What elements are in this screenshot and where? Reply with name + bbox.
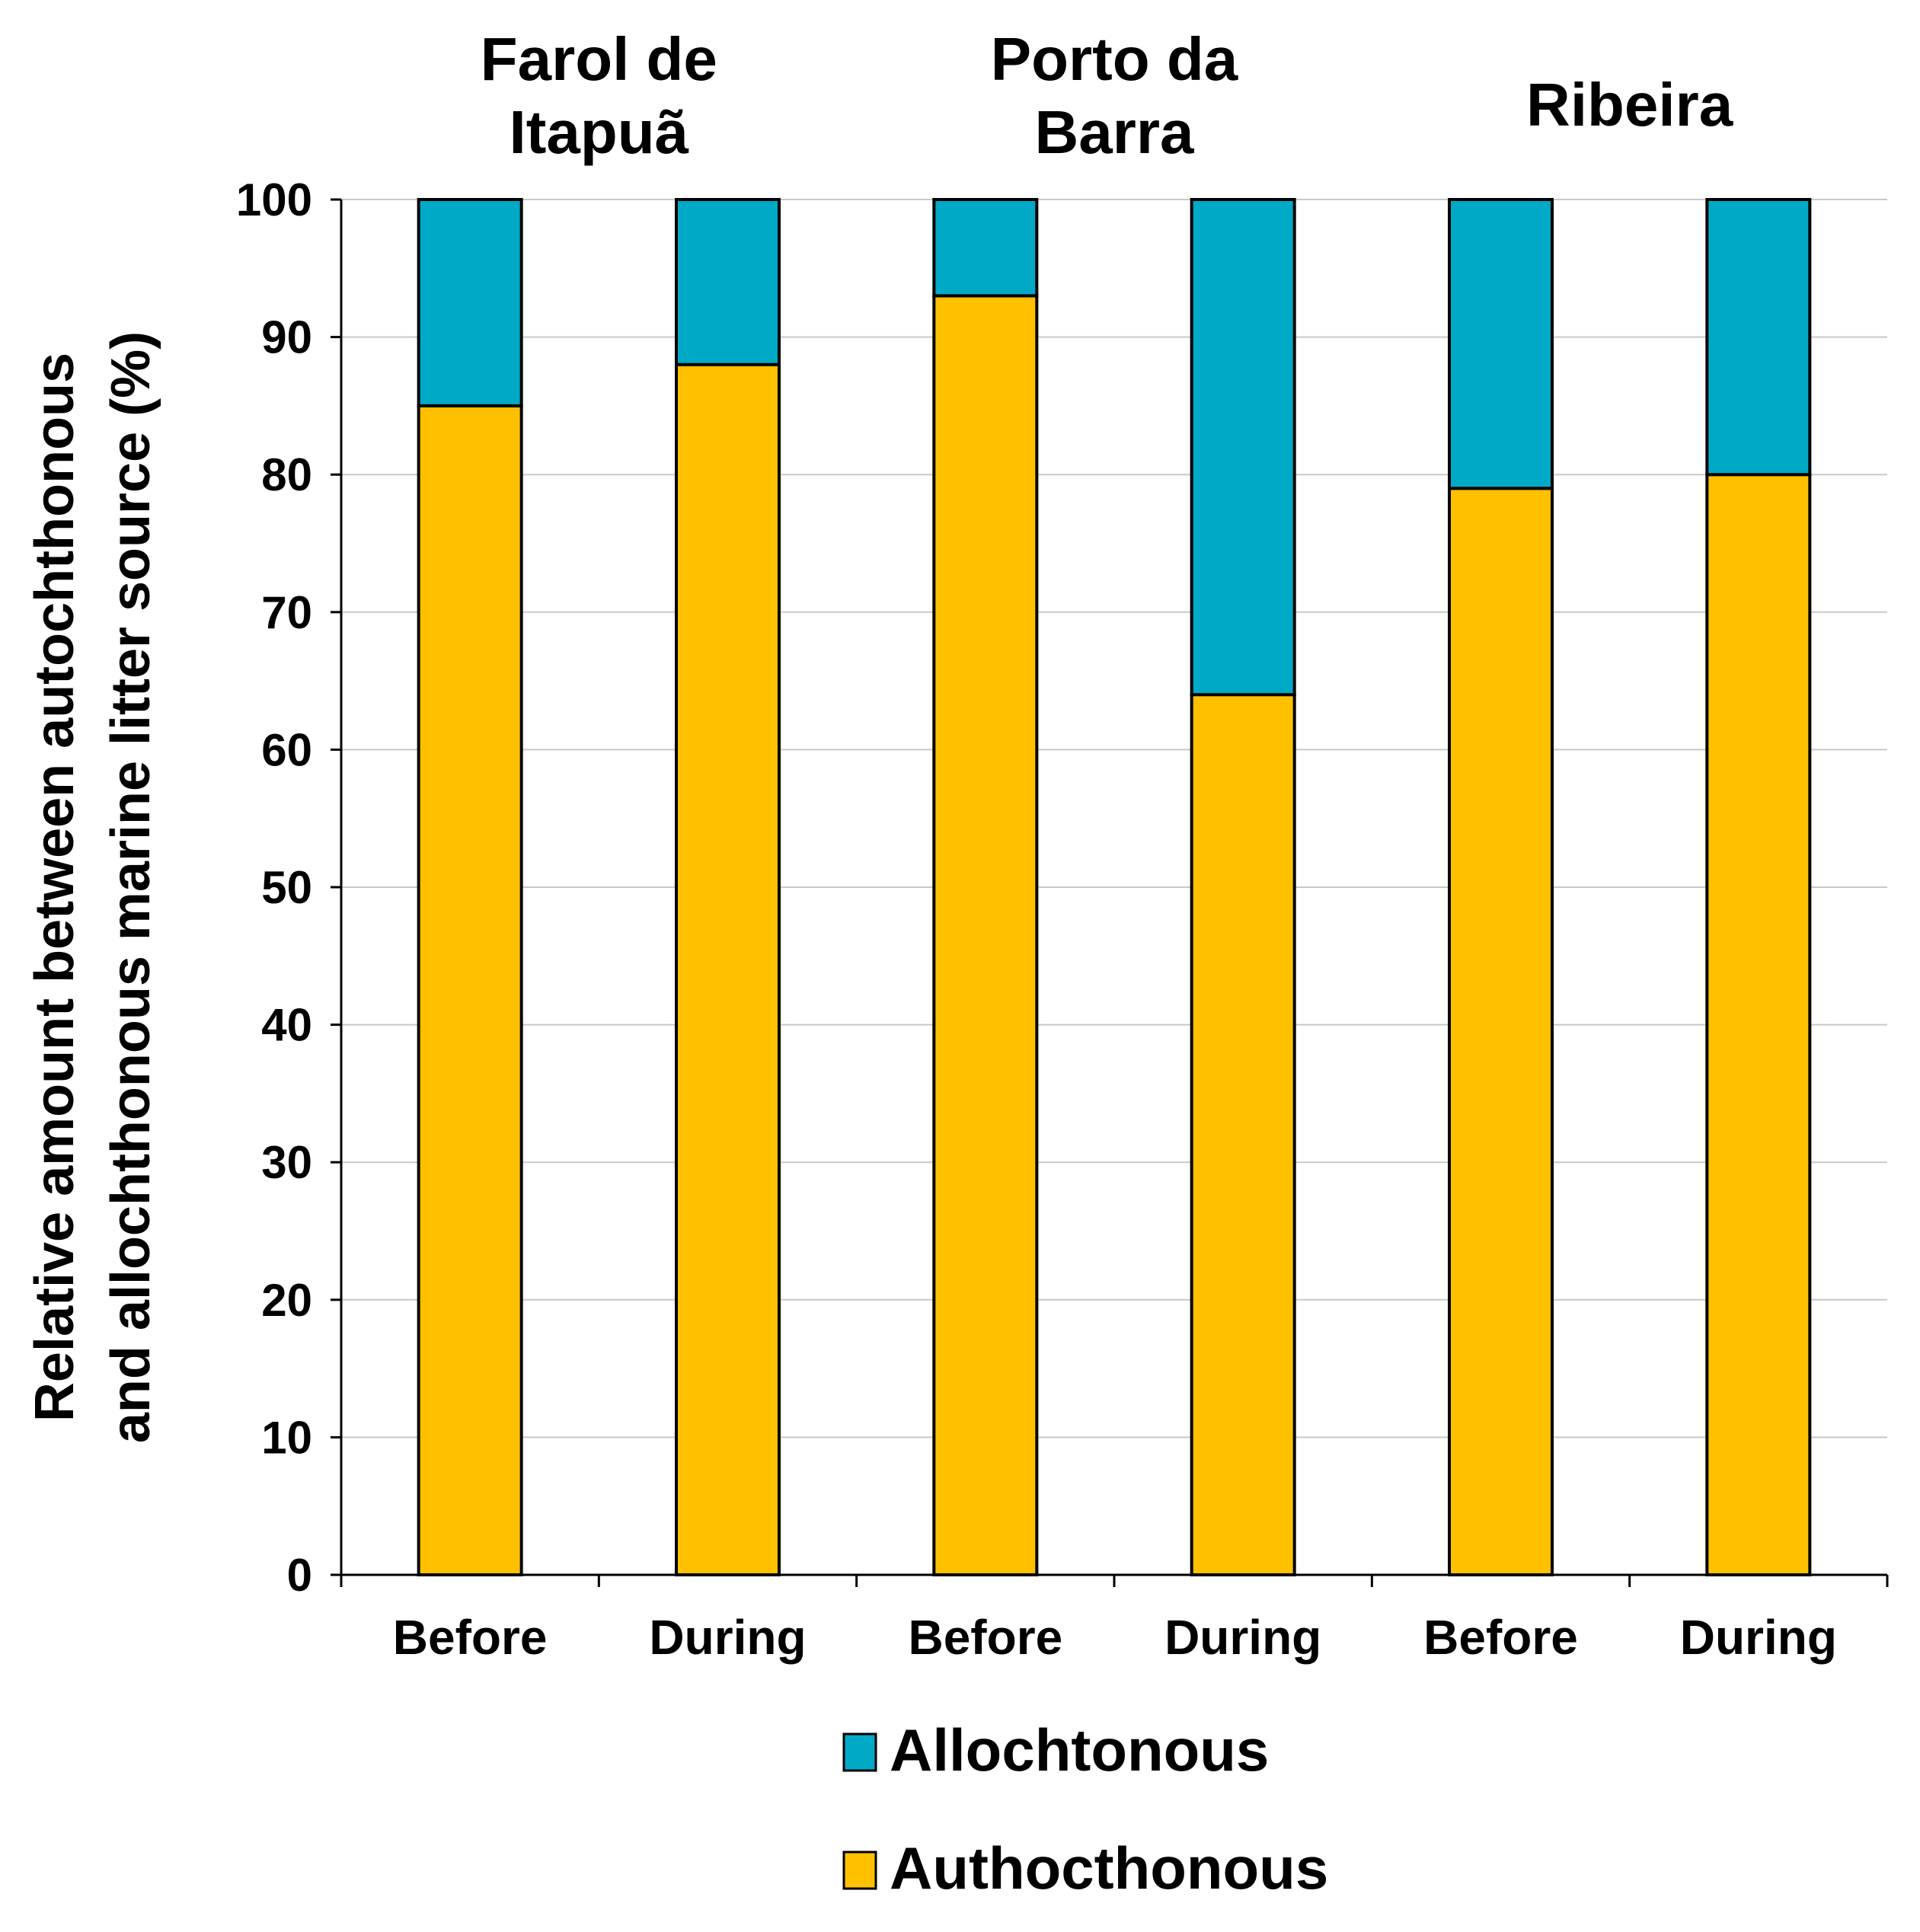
bar-authocthonous-6	[1705, 473, 1812, 1577]
y-axis-title: Relative amount between autochthonous and…	[24, 331, 161, 1443]
y-axis: 0 10 20 30 40 50 60 70 80 90 100	[236, 174, 343, 1601]
legend-swatch-authocthonous	[842, 1851, 877, 1890]
legend-label-allochtonous: Allochtonous	[890, 1716, 1269, 1784]
bar-allochtonous-6	[1705, 198, 1812, 477]
bar-authocthonous-5	[1448, 487, 1554, 1576]
y-tick-label-100: 100	[236, 174, 312, 225]
x-category-label-before: Before	[908, 1610, 1062, 1665]
legend-label-authocthonous: Authocthonous	[890, 1835, 1328, 1902]
bars	[417, 198, 1812, 1577]
gridlines	[341, 199, 1887, 1439]
bar-allochtonous-3	[932, 198, 1039, 298]
y-tick-label-0: 0	[287, 1550, 312, 1601]
y-tick-label-10: 10	[261, 1412, 312, 1463]
y-tick-label-40: 40	[261, 1000, 312, 1051]
y-tick-label-90: 90	[261, 312, 312, 363]
bar-authocthonous-3	[932, 294, 1039, 1576]
y-axis-title-line-1: Relative amount between autochthonous	[24, 353, 85, 1422]
y-tick-label-80: 80	[261, 449, 312, 500]
x-category-label-during: During	[649, 1610, 806, 1665]
bar-allochtonous-2	[675, 198, 781, 366]
x-category-label-before: Before	[1423, 1610, 1578, 1665]
bar-authocthonous-1	[417, 404, 523, 1576]
bar-allochtonous-5	[1448, 198, 1554, 490]
group-title-2: Porto da	[991, 25, 1238, 93]
y-tick-label-20: 20	[261, 1275, 312, 1326]
bar-allochtonous-1	[417, 198, 523, 407]
group-title-1: Itapuã	[510, 98, 689, 166]
group-title-3: Ribeira	[1526, 71, 1733, 139]
group-title-1: Farol de	[481, 25, 717, 93]
bar-authocthonous-2	[675, 362, 781, 1577]
group-title-2: Barra	[1034, 98, 1194, 166]
x-category-label-before: Before	[393, 1610, 548, 1665]
bar-authocthonous-4	[1190, 693, 1296, 1576]
legend: Allochtonous Authocthonous	[842, 1716, 1328, 1902]
y-tick-label-50: 50	[261, 862, 312, 913]
y-tick-label-30: 30	[261, 1137, 312, 1188]
bar-allochtonous-4	[1190, 198, 1296, 697]
y-tick-label-70: 70	[261, 587, 312, 638]
y-axis-title-line-2: and allochthonous marine litter source (…	[101, 331, 161, 1443]
x-category-label-during: During	[1164, 1610, 1321, 1665]
legend-swatch-allochtonous	[842, 1732, 877, 1772]
x-category-label-during: During	[1680, 1610, 1837, 1665]
y-tick-label-60: 60	[261, 724, 312, 775]
x-axis: Before During Before During Before During	[340, 1573, 1889, 1665]
